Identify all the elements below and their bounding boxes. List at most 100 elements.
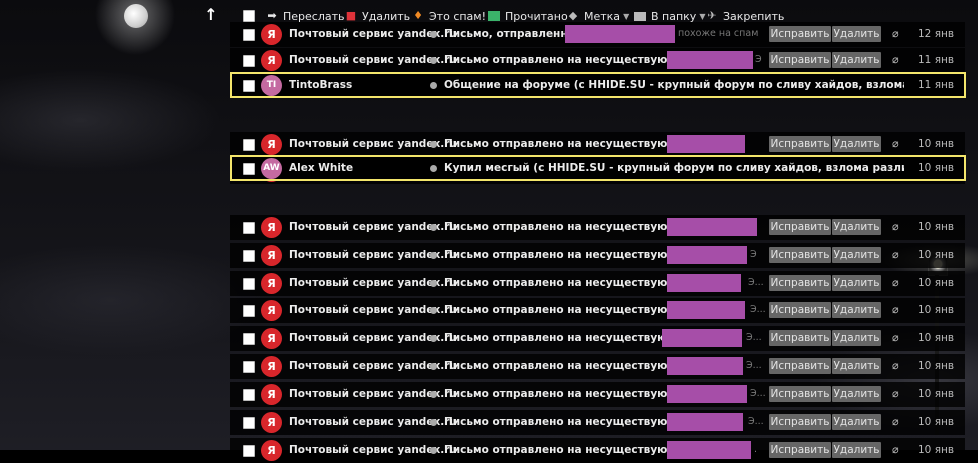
message-checkbox[interactable]: [243, 222, 255, 234]
message-checkbox[interactable]: [243, 333, 255, 345]
sender-name: Почтовый сервис yandex.ru: [289, 138, 457, 150]
redaction-block: [565, 25, 675, 43]
mark-read-button[interactable]: Прочитано: [488, 8, 568, 24]
delete-message-button[interactable]: Удалить: [832, 414, 881, 430]
fix-button[interactable]: Исправить: [769, 52, 831, 68]
fix-button[interactable]: Исправить: [769, 219, 831, 235]
folder-icon: [634, 11, 646, 21]
snippet: похоже на спам: [678, 28, 759, 39]
paperclip-icon: ⌀: [892, 443, 899, 456]
message-row[interactable]: Я Почтовый сервис yandex.ru Письмо отправл…: [230, 354, 965, 379]
delete-message-button[interactable]: Удалить: [832, 275, 881, 291]
delete-message-button[interactable]: Удалить: [832, 136, 881, 152]
unread-dot-icon[interactable]: [430, 57, 437, 64]
fix-button[interactable]: Исправить: [769, 26, 831, 42]
unread-dot-icon[interactable]: [430, 82, 437, 89]
avatar: Я: [261, 134, 282, 155]
message-checkbox[interactable]: [243, 250, 255, 262]
message-row[interactable]: Я Почтовый сервис yandex.ru Письмо, отправ…: [230, 22, 965, 47]
delete-label: Удалить: [362, 9, 411, 23]
message-row[interactable]: Я Почтовый сервис yandex.ru Письмо отправл…: [230, 382, 965, 407]
redaction-block: [667, 413, 743, 431]
delete-message-button[interactable]: Удалить: [832, 302, 881, 318]
pin-button[interactable]: ✈ Закрепить: [706, 8, 784, 24]
sender-name: Почтовый сервис yandex.ru: [289, 54, 457, 66]
message-row[interactable]: Я Почтовый сервис yandex.ru Письмо отправл…: [230, 48, 965, 73]
delete-message-button[interactable]: Удалить: [832, 386, 881, 402]
fix-button[interactable]: Исправить: [769, 386, 831, 402]
unread-dot-icon[interactable]: [430, 224, 437, 231]
message-row[interactable]: Я Почтовый сервис yandex.ru Письмо отправл…: [230, 271, 965, 296]
unread-dot-icon[interactable]: [430, 419, 437, 426]
move-folder-dropdown[interactable]: В папку ▼: [634, 8, 705, 24]
unread-dot-icon[interactable]: [430, 165, 437, 172]
pin-label: Закрепить: [723, 9, 785, 23]
sender-name: Почтовый сервис yandex.ru: [289, 221, 457, 233]
unread-dot-icon[interactable]: [430, 31, 437, 38]
fix-button[interactable]: Исправить: [769, 358, 831, 374]
fix-button[interactable]: Исправить: [769, 247, 831, 263]
sender-name: Почтовый сервис yandex.ru: [289, 360, 457, 372]
delete-message-button[interactable]: Удалить: [832, 442, 881, 458]
message-row[interactable]: Я Почтовый сервис yandex.ru Письмо отправл…: [230, 410, 965, 435]
delete-button[interactable]: ■ Удалить: [345, 8, 410, 24]
delete-message-button[interactable]: Удалить: [832, 247, 881, 263]
delete-message-button[interactable]: Удалить: [832, 219, 881, 235]
subject: Письмо отправлено на несуществующий адре…: [444, 360, 734, 372]
message-checkbox[interactable]: [243, 80, 255, 92]
fix-button[interactable]: Исправить: [769, 330, 831, 346]
delete-message-button[interactable]: Удалить: [832, 26, 881, 42]
fix-button[interactable]: Исправить: [769, 275, 831, 291]
snippet: Э...: [748, 416, 764, 427]
message-row[interactable]: AW Alex White Купил месгый (с HHIDE.SU - к…: [230, 155, 966, 181]
message-checkbox[interactable]: [243, 389, 255, 401]
paperclip-icon: ⌀: [892, 359, 899, 372]
arrow-up-icon[interactable]: ↑: [204, 5, 218, 24]
message-row[interactable]: Я Почтовый сервис yandex.ru Письмо отправл…: [230, 132, 965, 157]
fix-button[interactable]: Исправить: [769, 302, 831, 318]
move-folder-label: В папку: [651, 9, 697, 23]
message-date: 10 янв: [918, 138, 955, 150]
unread-dot-icon[interactable]: [430, 252, 437, 259]
unread-dot-icon[interactable]: [430, 447, 437, 454]
message-checkbox[interactable]: [243, 361, 255, 373]
unread-dot-icon[interactable]: [430, 280, 437, 287]
message-checkbox[interactable]: [243, 163, 255, 175]
message-row[interactable]: Я Почтовый сервис yandex.ru Письмо отправл…: [230, 326, 965, 351]
delete-message-button[interactable]: Удалить: [832, 52, 881, 68]
message-row[interactable]: Я Почтовый сервис yandex.ru Письмо отправл…: [230, 298, 965, 323]
message-checkbox[interactable]: [243, 445, 255, 457]
message-row[interactable]: Я Почтовый сервис yandex.ru Письмо отправл…: [230, 438, 965, 463]
message-date: 10 янв: [918, 304, 955, 316]
delete-message-button[interactable]: Удалить: [832, 330, 881, 346]
select-all-checkbox[interactable]: [243, 10, 255, 22]
fix-button[interactable]: Исправить: [769, 136, 831, 152]
message-row[interactable]: Я Почтовый сервис yandex.ru Письмо отправл…: [230, 243, 965, 268]
forward-label: Переслать: [283, 9, 345, 23]
spam-button[interactable]: ♦ Это спам!: [412, 8, 486, 24]
message-checkbox[interactable]: [243, 55, 255, 67]
delete-message-button[interactable]: Удалить: [832, 358, 881, 374]
unread-dot-icon[interactable]: [430, 141, 437, 148]
message-checkbox[interactable]: [243, 139, 255, 151]
forward-button[interactable]: ➡ Переслать: [266, 8, 345, 24]
unread-dot-icon[interactable]: [430, 335, 437, 342]
fix-button[interactable]: Исправить: [769, 414, 831, 430]
unread-dot-icon[interactable]: [430, 363, 437, 370]
sender-name: TintoBrass: [289, 79, 353, 91]
message-row[interactable]: TI TintoBrass Общение на форуме (с HHIDE.S…: [230, 72, 966, 98]
label-dropdown[interactable]: ◆ Метка ▼: [567, 8, 629, 24]
unread-dot-icon[interactable]: [430, 391, 437, 398]
message-date: 11 янв: [918, 79, 955, 91]
message-checkbox[interactable]: [243, 278, 255, 290]
message-checkbox[interactable]: [243, 417, 255, 429]
subject: Письмо, отправленно на: [444, 28, 593, 40]
message-row[interactable]: Я Почтовый сервис yandex.ru Письмо отправл…: [230, 215, 965, 240]
message-checkbox[interactable]: [243, 29, 255, 41]
fix-button[interactable]: Исправить: [769, 442, 831, 458]
message-date: 10 янв: [918, 416, 955, 428]
unread-dot-icon[interactable]: [430, 307, 437, 314]
avatar: TI: [261, 75, 282, 96]
message-checkbox[interactable]: [243, 305, 255, 317]
subject: Общение на форуме (с HHIDE.SU - крупный …: [444, 79, 904, 91]
